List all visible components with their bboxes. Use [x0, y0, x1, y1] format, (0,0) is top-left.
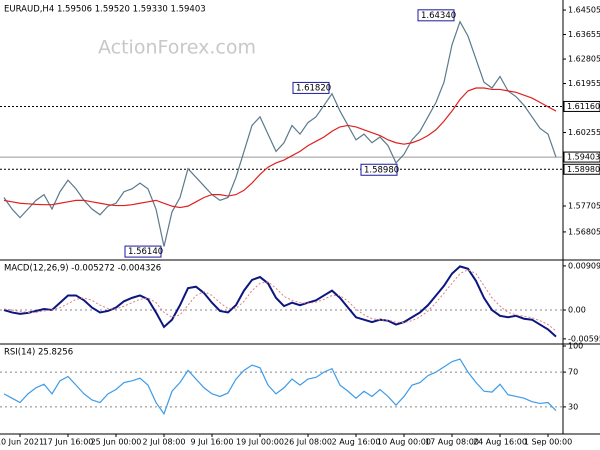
annotation-box: [292, 81, 330, 94]
x-tick-label: 24 Aug 16:00: [473, 438, 527, 447]
annotation-label: 1.61820: [296, 83, 331, 93]
panel-title: EURAUD,H4 1.59506 1.59520 1.59330 1.5940…: [4, 5, 206, 15]
level-label: 1.61160: [567, 102, 600, 111]
x-tick-label: 1 Sep 00:00: [524, 438, 572, 447]
level-label: 1.58980: [567, 165, 600, 174]
y-tick-label: 1.62805: [568, 55, 600, 64]
annotation-label: 1.58980: [364, 165, 399, 175]
x-tick-label: 17 Aug 08:00: [425, 438, 479, 447]
series-line: [3, 265, 557, 338]
y-tick-label: 1.64505: [568, 6, 600, 15]
x-tick-label: 10 Jun 2021: [0, 438, 44, 447]
x-tick-label: 19 Jul 00:00: [236, 438, 284, 447]
x-tick-label: 9 Jul 16:00: [191, 438, 234, 447]
level-box: [563, 100, 600, 112]
panel-title: MACD(12,26,9) -0.005272 -0.004326: [4, 264, 161, 274]
annotation-box: [360, 163, 398, 176]
x-tick-label: 26 Jul 08:00: [284, 438, 332, 447]
annotation-box: [417, 9, 455, 22]
y-tick-label: 0.009094: [568, 261, 600, 270]
y-tick-label: 1.61955: [568, 79, 600, 88]
y-tick-label: 0.00: [568, 306, 586, 315]
x-tick-label: 25 Jun 00:00: [91, 438, 142, 447]
series-line: [3, 358, 557, 416]
series-line: [3, 20, 557, 247]
y-tick-label: 1.63655: [568, 30, 600, 39]
annotation-label: 1.56140: [128, 247, 163, 257]
last-price-box: [563, 151, 600, 163]
y-tick-label: -0.005956: [568, 334, 600, 343]
last-price-label: 1.59403: [567, 153, 600, 162]
y-tick-label: 1.56805: [568, 227, 600, 236]
x-tick-label: 2 Aug 16:00: [332, 438, 381, 447]
x-tick-label: 10 Aug 00:00: [377, 438, 431, 447]
y-tick-label: 30: [568, 402, 578, 411]
annotation-label: 1.64340: [421, 11, 456, 21]
x-tick-label: 2 Jul 08:00: [143, 438, 186, 447]
series-line: [3, 269, 557, 332]
x-tick-label: 17 Jun 16:00: [43, 438, 94, 447]
y-tick-label: 100: [568, 342, 583, 351]
watermark: ActionForex.com: [98, 37, 256, 59]
series-line: [3, 87, 557, 209]
y-tick-label: 1.60255: [568, 128, 600, 137]
y-tick-label: 70: [568, 368, 578, 377]
y-tick-label: 1.57705: [568, 201, 600, 210]
annotation-box: [124, 245, 162, 258]
panel-title: RSI(14) 25.8256: [4, 348, 73, 358]
level-box: [563, 163, 600, 175]
